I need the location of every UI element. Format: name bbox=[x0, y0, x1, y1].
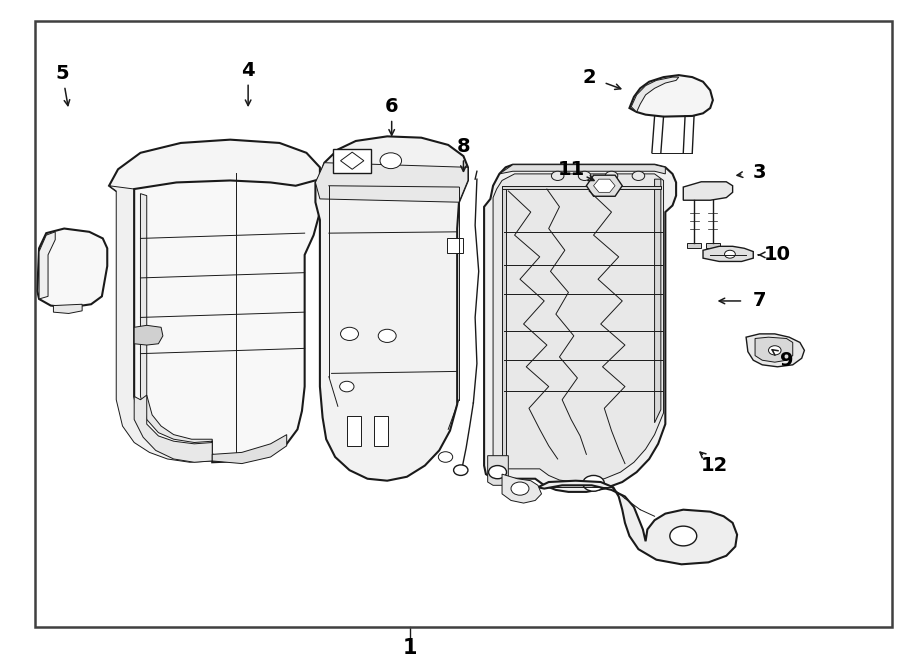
Circle shape bbox=[378, 329, 396, 342]
Circle shape bbox=[632, 171, 644, 181]
Circle shape bbox=[489, 465, 507, 479]
Bar bbox=[374, 416, 388, 446]
Polygon shape bbox=[703, 246, 753, 261]
Text: 8: 8 bbox=[456, 137, 471, 156]
Polygon shape bbox=[134, 325, 163, 345]
Polygon shape bbox=[484, 165, 676, 492]
Polygon shape bbox=[315, 136, 468, 481]
Circle shape bbox=[340, 327, 358, 340]
Text: 4: 4 bbox=[241, 61, 255, 80]
Polygon shape bbox=[594, 179, 615, 193]
Text: 6: 6 bbox=[385, 97, 399, 117]
Polygon shape bbox=[109, 186, 212, 462]
Circle shape bbox=[339, 381, 354, 392]
Polygon shape bbox=[683, 182, 733, 200]
Polygon shape bbox=[37, 228, 107, 308]
Bar bbox=[447, 238, 464, 253]
Circle shape bbox=[583, 475, 604, 491]
Polygon shape bbox=[212, 435, 287, 463]
Polygon shape bbox=[502, 474, 542, 503]
Text: 2: 2 bbox=[582, 68, 596, 87]
Circle shape bbox=[605, 171, 617, 181]
Circle shape bbox=[438, 451, 453, 462]
Polygon shape bbox=[687, 243, 701, 248]
Polygon shape bbox=[502, 186, 661, 189]
Text: 12: 12 bbox=[701, 456, 728, 475]
Circle shape bbox=[769, 346, 781, 355]
Circle shape bbox=[454, 465, 468, 475]
Polygon shape bbox=[587, 175, 622, 196]
Circle shape bbox=[511, 482, 529, 495]
Bar bbox=[333, 149, 371, 173]
Circle shape bbox=[380, 153, 401, 169]
Bar bbox=[346, 416, 361, 446]
Polygon shape bbox=[502, 186, 506, 459]
Circle shape bbox=[724, 250, 735, 258]
Polygon shape bbox=[315, 163, 468, 202]
Polygon shape bbox=[109, 140, 320, 199]
Polygon shape bbox=[631, 77, 679, 112]
Polygon shape bbox=[654, 179, 661, 423]
Polygon shape bbox=[746, 334, 805, 367]
Text: 5: 5 bbox=[56, 64, 69, 83]
Text: 3: 3 bbox=[752, 163, 766, 182]
Polygon shape bbox=[538, 481, 737, 564]
Polygon shape bbox=[493, 174, 663, 482]
Text: 1: 1 bbox=[402, 638, 417, 658]
Polygon shape bbox=[706, 243, 720, 248]
Polygon shape bbox=[134, 395, 212, 462]
Circle shape bbox=[670, 526, 697, 546]
Text: 11: 11 bbox=[557, 160, 585, 179]
Polygon shape bbox=[134, 179, 320, 462]
Polygon shape bbox=[488, 455, 508, 485]
Polygon shape bbox=[340, 152, 364, 169]
Circle shape bbox=[552, 171, 564, 181]
Polygon shape bbox=[629, 75, 713, 117]
Text: 7: 7 bbox=[752, 291, 766, 310]
Polygon shape bbox=[53, 305, 82, 314]
Text: 10: 10 bbox=[764, 246, 791, 264]
Text: 9: 9 bbox=[779, 351, 793, 369]
Polygon shape bbox=[500, 165, 665, 174]
Polygon shape bbox=[39, 232, 55, 299]
Polygon shape bbox=[755, 337, 793, 362]
Circle shape bbox=[579, 171, 591, 181]
Polygon shape bbox=[140, 194, 212, 454]
